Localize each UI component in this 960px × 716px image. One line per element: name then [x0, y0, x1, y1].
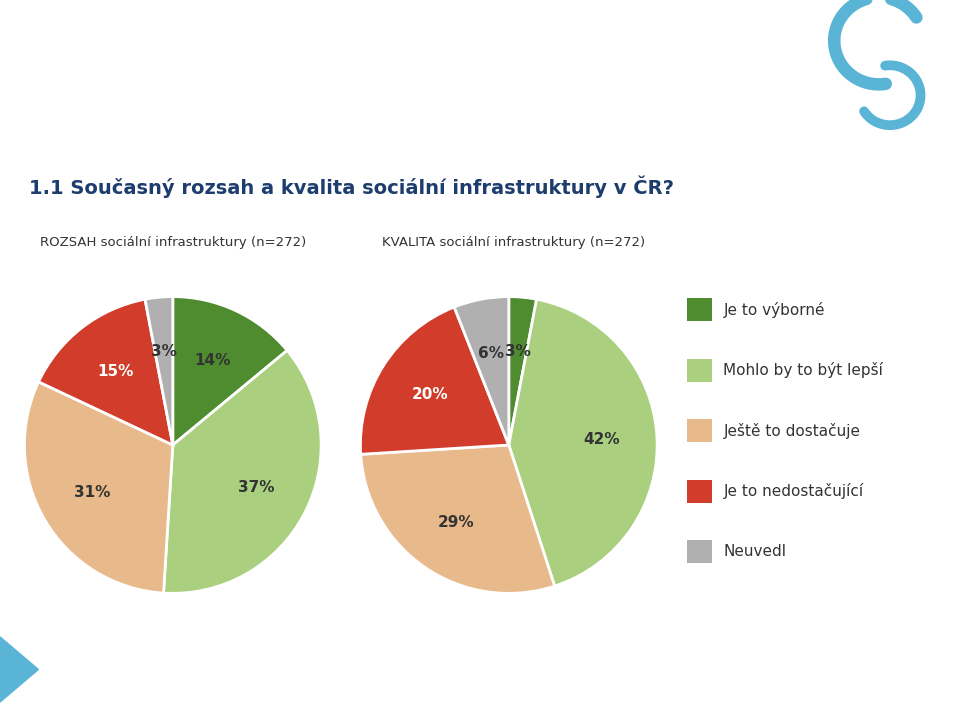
Text: 15%: 15% [97, 364, 133, 379]
Text: ROZSAH sociální infrastruktury (n=272): ROZSAH sociální infrastruktury (n=272) [39, 236, 306, 248]
Text: KVALITA sociální infrastruktury (n=272): KVALITA sociální infrastruktury (n=272) [382, 236, 645, 248]
Text: 37%: 37% [238, 480, 275, 495]
Text: 14%: 14% [195, 353, 230, 368]
Text: 31%: 31% [74, 485, 110, 500]
Text: - více než 2/3 je spokojena s rozsahem sociální infrastruktury: - více než 2/3 je spokojena s rozsahem s… [48, 647, 557, 664]
Wedge shape [24, 382, 173, 593]
Wedge shape [509, 299, 658, 586]
Wedge shape [454, 296, 509, 445]
Text: 1. Sociální infrastruktura státu: 1. Sociální infrastruktura státu [29, 107, 302, 125]
Text: Je to nedostačující: Je to nedostačující [723, 483, 863, 499]
Wedge shape [38, 299, 173, 445]
Bar [687, 540, 712, 563]
Bar [687, 298, 712, 321]
Text: 1.1 Současný rozsah a kvalita sociální infrastruktury v ČR?: 1.1 Současný rozsah a kvalita sociální i… [29, 175, 674, 198]
Wedge shape [360, 307, 509, 455]
Text: 29%: 29% [438, 515, 474, 530]
Wedge shape [361, 445, 555, 594]
Text: 20%: 20% [412, 387, 448, 402]
Text: 3%: 3% [505, 344, 531, 359]
Text: 20%: 20% [60, 679, 100, 697]
Wedge shape [173, 296, 287, 445]
Text: 6%: 6% [478, 346, 504, 361]
Wedge shape [509, 296, 537, 445]
Text: 3%: 3% [151, 344, 177, 359]
Text: Neuvedl: Neuvedl [723, 544, 786, 559]
Wedge shape [145, 296, 173, 445]
Polygon shape [0, 637, 38, 702]
Text: Ještě to dostačuje: Ještě to dostačuje [723, 422, 860, 439]
Text: Výzkum mínění odborné veřejnosti: Výzkum mínění odborné veřejnosti [29, 40, 792, 80]
Text: 42%: 42% [584, 432, 620, 447]
Bar [687, 419, 712, 442]
Text: Mohlo by to být lepší: Mohlo by to být lepší [723, 362, 883, 378]
Text: -: - [48, 679, 60, 697]
Wedge shape [163, 350, 322, 594]
Text: Je to výborné: Je to výborné [723, 301, 825, 318]
Bar [687, 480, 712, 503]
Bar [687, 359, 712, 382]
Text: se domnívá, že kvalita je nedostačující: se domnívá, že kvalita je nedostačující [100, 679, 426, 697]
